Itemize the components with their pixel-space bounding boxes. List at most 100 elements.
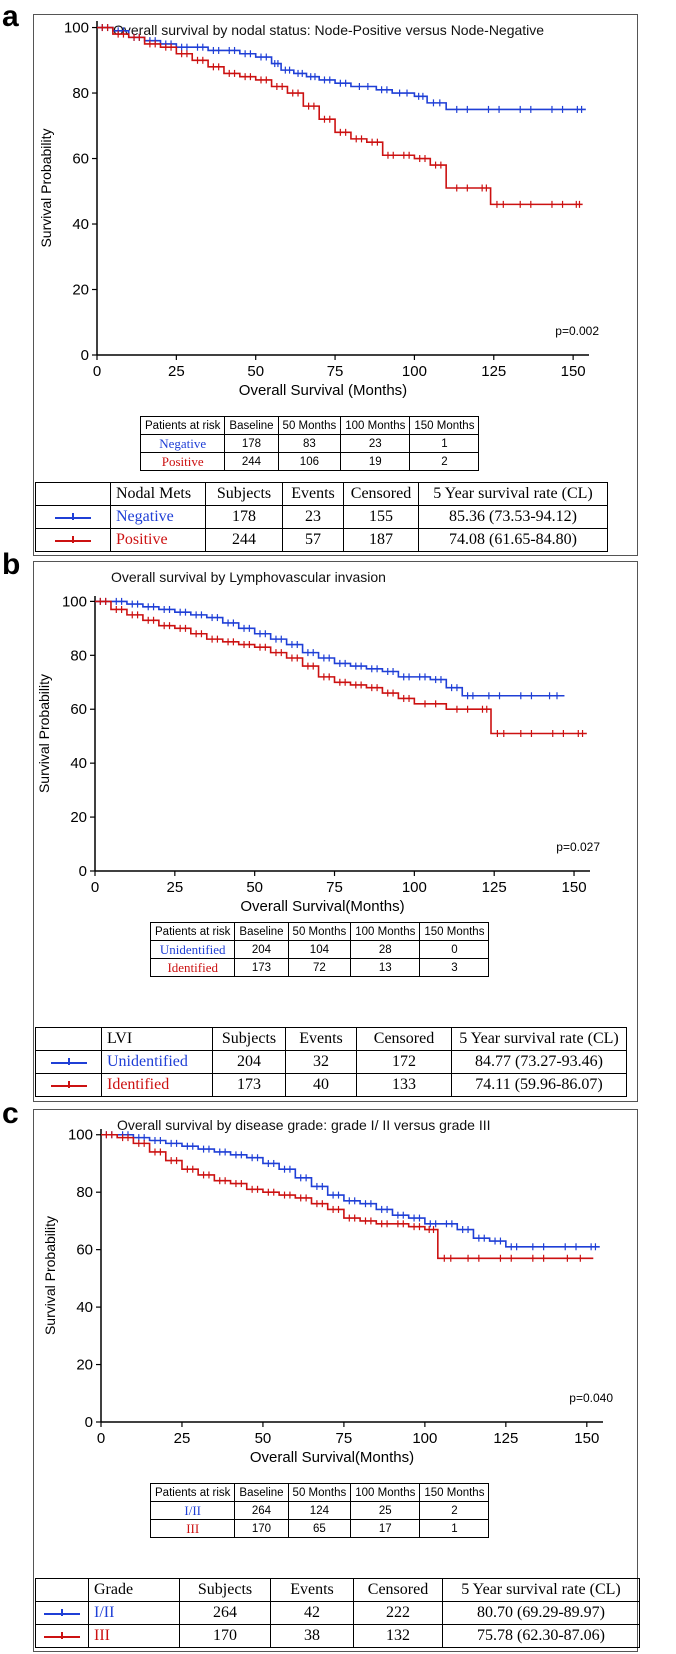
summary-cell: 173 bbox=[212, 1073, 286, 1097]
risk-cell: 106 bbox=[277, 452, 342, 471]
risk-cell: 1 bbox=[419, 1519, 490, 1538]
x-tick-label: 100 bbox=[402, 879, 427, 896]
x-tick-label: 150 bbox=[561, 363, 586, 380]
risk-cell: 83 bbox=[277, 434, 342, 453]
censor-line-icon bbox=[50, 1080, 87, 1090]
survival-curve-i-ii bbox=[101, 1133, 600, 1248]
summary-table: Grade Subjects Events Censored 5 Year su… bbox=[35, 1578, 640, 1648]
summary-header: Nodal Mets bbox=[110, 482, 206, 506]
y-tick-label: 40 bbox=[72, 216, 89, 233]
summary-cell: 178 bbox=[205, 505, 283, 529]
panel-frame bbox=[33, 14, 638, 556]
x-axis-label: Overall Survival (Months) bbox=[239, 382, 407, 399]
y-axis-label: Survival Probability bbox=[38, 128, 54, 247]
summary-cell: 222 bbox=[353, 1601, 443, 1625]
x-tick-label: 50 bbox=[247, 363, 264, 380]
chart-title: Overall survival by Lymphovascular invas… bbox=[111, 569, 386, 585]
legend-swatch bbox=[35, 1050, 102, 1074]
y-axis-label: Survival Probability bbox=[42, 1216, 58, 1335]
summary-cell: 57 bbox=[282, 528, 344, 552]
summary-cell: 32 bbox=[285, 1050, 357, 1074]
survival-plot: Overall survival by disease grade: grade… bbox=[42, 1117, 613, 1466]
risk-header: 50 Months bbox=[277, 416, 342, 435]
summary-row-label: Unidentified bbox=[101, 1050, 213, 1074]
summary-row-label: Negative bbox=[110, 505, 206, 529]
y-tick-label: 100 bbox=[64, 20, 89, 37]
summary-header: LVI bbox=[101, 1027, 213, 1051]
risk-cell: 2 bbox=[409, 452, 480, 471]
panel-frame bbox=[33, 1109, 638, 1652]
risk-header: 150 Months bbox=[419, 922, 490, 941]
y-axis-label: Survival Probability bbox=[36, 674, 52, 793]
risk-header: 150 Months bbox=[419, 1483, 490, 1502]
risk-cell: 13 bbox=[350, 958, 421, 977]
survival-curve-negative bbox=[97, 26, 586, 111]
summary-cell: 244 bbox=[205, 528, 283, 552]
summary-header: 5 Year survival rate (CL) bbox=[442, 1578, 640, 1602]
summary-row-label: III bbox=[88, 1624, 180, 1648]
panel-letter: c bbox=[2, 1097, 19, 1130]
risk-cell: 264 bbox=[234, 1501, 289, 1520]
summary-row-label: Positive bbox=[110, 528, 206, 552]
summary-header: Subjects bbox=[205, 482, 283, 506]
x-tick-label: 100 bbox=[412, 1430, 437, 1447]
x-tick-label: 25 bbox=[168, 363, 185, 380]
x-tick-label: 125 bbox=[493, 1430, 518, 1447]
p-value: p=0.040 bbox=[569, 1391, 613, 1405]
risk-header: Patients at risk bbox=[149, 1483, 236, 1502]
x-tick-label: 75 bbox=[336, 1430, 353, 1447]
risk-cell: 65 bbox=[287, 1519, 352, 1538]
censor-line-icon bbox=[55, 512, 91, 522]
legend-swatch bbox=[35, 1601, 89, 1625]
risk-cell: 244 bbox=[224, 452, 279, 471]
summary-cell: 23 bbox=[282, 505, 344, 529]
y-tick-label: 60 bbox=[76, 1242, 93, 1259]
summary-header: Subjects bbox=[212, 1027, 286, 1051]
risk-header: Patients at risk bbox=[149, 922, 236, 941]
survival-curve-positive bbox=[97, 26, 583, 206]
censor-line-icon bbox=[55, 535, 91, 545]
risk-header: 100 Months bbox=[350, 922, 421, 941]
risk-cell: 23 bbox=[340, 434, 411, 453]
risk-header: 50 Months bbox=[287, 922, 352, 941]
risk-cell: 104 bbox=[287, 940, 352, 959]
risk-cell: 72 bbox=[287, 958, 352, 977]
risk-header: Baseline bbox=[224, 416, 279, 435]
summary-cell: 74.11 (59.96-86.07) bbox=[451, 1073, 627, 1097]
summary-header: 5 Year survival rate (CL) bbox=[418, 482, 608, 506]
summary-cell: 187 bbox=[343, 528, 419, 552]
y-tick-label: 100 bbox=[62, 593, 87, 610]
summary-cell: 172 bbox=[356, 1050, 452, 1074]
risk-cell: 19 bbox=[340, 452, 411, 471]
risk-header: 150 Months bbox=[409, 416, 480, 435]
summary-header: Events bbox=[270, 1578, 354, 1602]
risk-header: Patients at risk bbox=[139, 416, 226, 435]
summary-cell: 132 bbox=[353, 1624, 443, 1648]
risk-cell: 124 bbox=[287, 1501, 352, 1520]
risk-table: Patients at risk Baseline 50 Months 100 … bbox=[149, 1483, 490, 1538]
risk-cell: 0 bbox=[419, 940, 490, 959]
x-tick-label: 100 bbox=[402, 363, 427, 380]
x-tick-label: 75 bbox=[327, 363, 344, 380]
summary-cell: 38 bbox=[270, 1624, 354, 1648]
survival-curve-identified bbox=[95, 600, 587, 735]
summary-header: Subjects bbox=[179, 1578, 271, 1602]
y-tick-label: 60 bbox=[70, 701, 87, 718]
y-tick-label: 0 bbox=[81, 347, 89, 364]
risk-row-label: Identified bbox=[149, 958, 236, 977]
x-tick-label: 0 bbox=[93, 363, 101, 380]
summary-cell: 264 bbox=[179, 1601, 271, 1625]
panel-letter: a bbox=[2, 0, 19, 33]
summary-header: Censored bbox=[343, 482, 419, 506]
summary-cell: 170 bbox=[179, 1624, 271, 1648]
censor-line-icon bbox=[44, 1631, 80, 1641]
risk-header: 100 Months bbox=[340, 416, 411, 435]
x-tick-label: 150 bbox=[562, 879, 587, 896]
risk-row-label: Positive bbox=[139, 452, 226, 471]
risk-cell: 178 bbox=[224, 434, 279, 453]
summary-table: Nodal Mets Subjects Events Censored 5 Ye… bbox=[35, 482, 608, 552]
p-value: p=0.027 bbox=[556, 840, 600, 854]
censor-line-icon bbox=[50, 1057, 87, 1067]
summary-cell: 42 bbox=[270, 1601, 354, 1625]
summary-row-label: Identified bbox=[101, 1073, 213, 1097]
